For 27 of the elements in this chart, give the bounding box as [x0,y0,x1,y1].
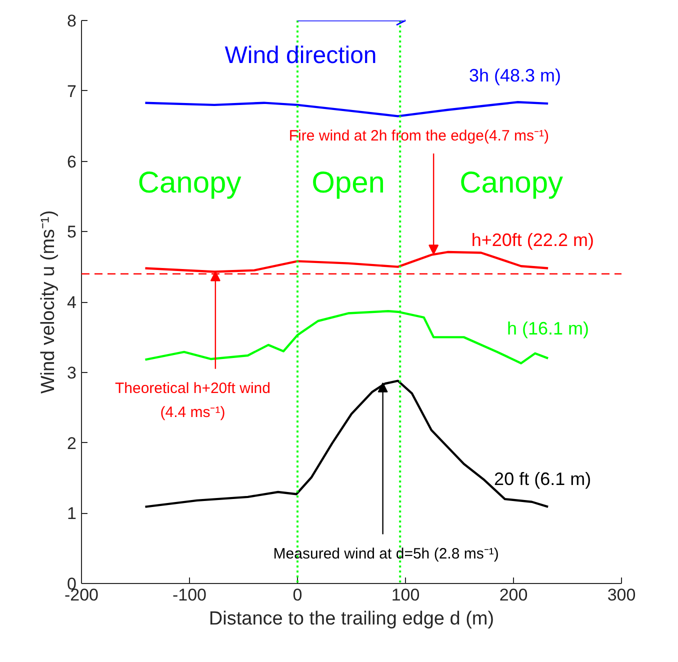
annotation: Canopy [138,166,242,200]
annotation: Canopy [460,166,564,200]
series-label: h (16.1 m) [507,318,590,338]
y-tick-label: 6 [67,152,77,172]
y-tick-label: 8 [67,12,77,30]
series-label: 3h (48.3 m) [468,66,562,86]
y-tick-label: 5 [67,222,77,242]
annotation: Measured wind at d=5h (2.8 ms⁻¹) [273,545,499,562]
y-tick-label: 3 [67,363,77,382]
x-tick-label: 100 [391,586,420,604]
line-series [144,101,550,118]
annotation: Theoretical h+20ft wind (4.4 ms⁻¹) [114,380,270,421]
annotation: Wind direction [224,42,377,70]
x-axis-title: Distance to the trailing edge d (m) [208,608,494,630]
y-tick-label: 4 [67,293,77,312]
y-tick-label: 7 [67,82,77,101]
y-axis-title: Wind velocity u (ms⁻¹) [38,210,60,394]
x-tick-label: 0 [292,586,302,604]
x-tick-label: 300 [607,586,636,604]
x-tick-label: 200 [499,586,528,604]
y-tick-label: 2 [67,434,77,453]
x-tick-label: -100 [172,586,207,604]
y-tick-label: 1 [67,504,77,524]
series-label: 20 ft (6.1 m) [494,468,592,489]
legend-label: h+20ft (22.2 m) [471,230,594,250]
annotation: Open [312,166,385,200]
annotation: Fire wind at 2h from the edge(4.7 ms⁻¹) [288,127,549,144]
